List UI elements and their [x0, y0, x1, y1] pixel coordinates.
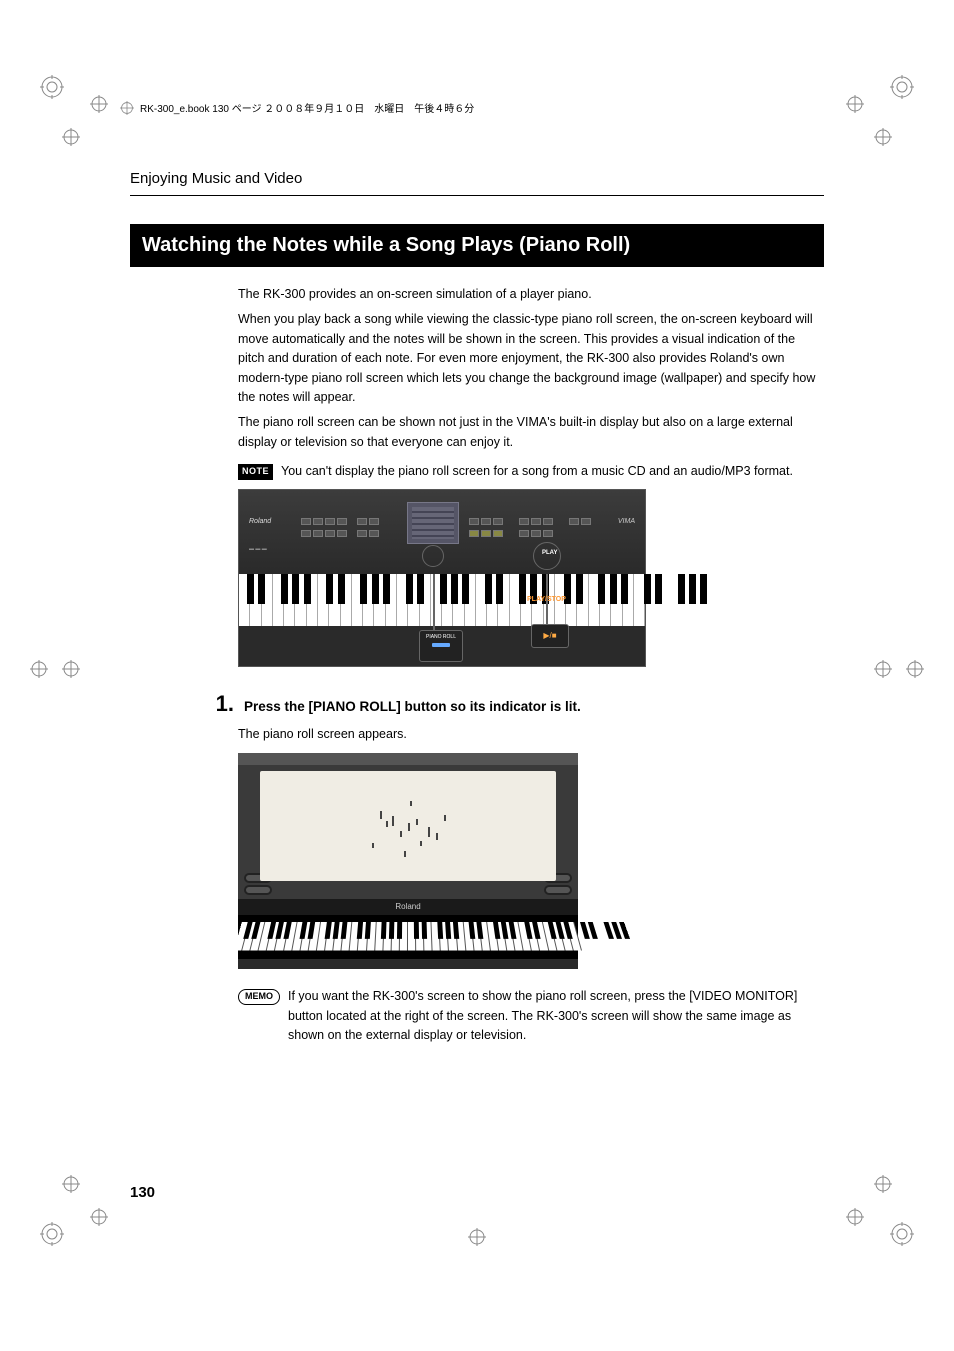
registration-mark-icon [62, 1175, 80, 1193]
print-mark-icon [890, 1222, 914, 1246]
intro-block: The RK-300 provides an on-screen simulat… [238, 285, 824, 481]
piano-roll-brand: Roland [238, 899, 578, 915]
registration-mark-icon [62, 660, 80, 678]
play-stop-callout: ▶/■ [531, 624, 569, 648]
registration-mark-icon [90, 1208, 108, 1226]
note-text: You can't display the piano roll screen … [281, 462, 793, 481]
memo-text: If you want the RK-300's screen to show … [288, 987, 824, 1045]
piano-roll-keys [234, 922, 582, 951]
registration-mark-icon [874, 1175, 892, 1193]
print-mark-icon [40, 75, 64, 99]
piano-roll-callout: PIANO ROLL [419, 630, 463, 662]
intro-paragraph: The piano roll screen can be shown not j… [238, 413, 824, 452]
step-body: The piano roll screen appears. [238, 727, 824, 741]
registration-mark-icon [906, 660, 924, 678]
play-label: PLAY [542, 550, 557, 556]
registration-mark-icon [30, 660, 48, 678]
keyboard-panel: Roland ▬ ▬ ▬ VIMA PLAY [239, 490, 645, 574]
section-rule [130, 195, 824, 196]
callout-circle-icon [533, 542, 561, 570]
registration-mark-icon [62, 128, 80, 146]
registration-mark-icon [846, 95, 864, 113]
piano-roll-paper [260, 771, 556, 881]
intro-paragraph: When you play back a song while viewing … [238, 310, 824, 407]
book-header: RK-300_e.book 130 ページ ２００８年９月１０日 水曜日 午後４… [120, 100, 474, 115]
title-bar: Watching the Notes while a Song Plays (P… [130, 224, 824, 267]
callout-line [433, 574, 435, 630]
registration-mark-icon [846, 1208, 864, 1226]
keyboard-vima-label: VIMA [618, 518, 635, 525]
keyboard-screen [407, 502, 459, 544]
page-number: 130 [130, 1184, 155, 1201]
section-header: Enjoying Music and Video [130, 170, 824, 187]
callout-circle-icon [422, 545, 444, 567]
registration-mark-icon [90, 95, 108, 113]
step-instruction: Press the [PIANO ROLL] button so its ind… [244, 699, 581, 714]
note-badge: NOTE [238, 464, 273, 480]
note-row: NOTE You can't display the piano roll sc… [238, 462, 824, 481]
keyboard-brand: Roland [249, 518, 271, 525]
keyboard-subbrand: ▬ ▬ ▬ [249, 546, 267, 552]
print-mark-icon [40, 1222, 64, 1246]
play-stop-label: PLAY/STOP [527, 596, 566, 603]
book-header-icon [120, 101, 134, 115]
print-mark-icon [890, 75, 914, 99]
memo-row: MEMO If you want the RK-300's screen to … [238, 987, 824, 1045]
registration-mark-icon [874, 128, 892, 146]
piano-roll-figure: Roland [238, 753, 578, 969]
step-row: 1. Press the [PIANO ROLL] button so its … [210, 691, 824, 717]
memo-badge: MEMO [238, 989, 280, 1005]
step-number: 1. [210, 691, 234, 717]
intro-paragraph: The RK-300 provides an on-screen simulat… [238, 285, 824, 304]
keyboard-keys [239, 574, 645, 626]
registration-mark-icon [874, 660, 892, 678]
registration-mark-icon [468, 1228, 486, 1246]
keyboard-figure: Roland ▬ ▬ ▬ VIMA PLAY PIANO ROLL [238, 489, 646, 667]
book-header-text: RK-300_e.book 130 ページ ２００８年９月１０日 水曜日 午後４… [140, 100, 474, 115]
